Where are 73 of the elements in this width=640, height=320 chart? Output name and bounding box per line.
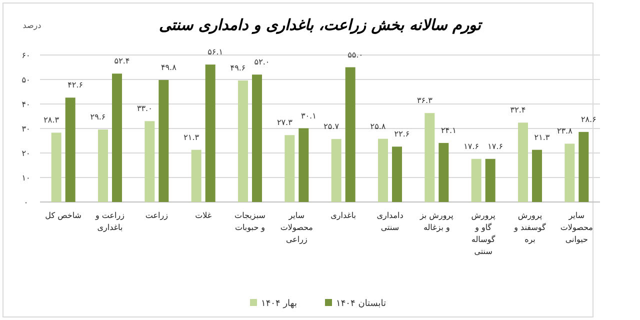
legend-entry: تابستان ۱۴۰۴: [325, 299, 386, 309]
y-tick-label: ۵۰: [22, 76, 30, 84]
data-label: ۲۸.۶: [580, 114, 596, 124]
bar: [438, 142, 449, 202]
bar: [205, 64, 216, 202]
data-label: ۵۲.۰: [254, 58, 270, 67]
x-tick-label: دامداری سنتی: [376, 211, 404, 232]
bar: [51, 132, 62, 202]
data-label: ۵۲.۴: [114, 56, 130, 66]
data-label: ۲۱.۳: [184, 132, 200, 142]
data-label: ۴۲.۶: [68, 80, 84, 90]
data-label: ۲۸.۳: [44, 116, 60, 125]
data-label: ۱۷.۶: [488, 142, 504, 151]
x-tick-label: سایر محصولات حیوانی: [560, 211, 593, 244]
x-tick-label: پرورش گاو و گوساله سنتی: [471, 211, 496, 256]
bar: [564, 144, 575, 202]
x-tick-label: زراعت و باغداری: [94, 211, 125, 232]
legend-entry: بهار ۱۴۰۴: [250, 299, 297, 309]
y-tick-label: ۲۰: [22, 149, 30, 158]
bar: [471, 158, 482, 202]
data-label: ۲۱.۳: [534, 132, 550, 142]
bar: [518, 122, 528, 202]
data-label: ۴۹.۸: [160, 62, 178, 72]
bar: [378, 138, 388, 202]
y-tick-label: ۶۰: [22, 51, 30, 60]
bar: [578, 132, 589, 202]
bar: [98, 129, 108, 202]
data-label: ۲۵.۷: [324, 122, 340, 132]
bar: [144, 121, 155, 202]
data-label: ۲۵.۸: [370, 122, 386, 131]
bar: [424, 113, 435, 202]
data-label: ۲۲.۶: [394, 130, 410, 139]
legend-label: بهار ۱۴۰۴: [261, 299, 297, 309]
data-label: ۳۶.۳: [416, 96, 434, 106]
y-axis-title: درصد: [22, 21, 42, 30]
bar: [331, 139, 342, 202]
data-label: ۲۳.۸: [556, 126, 574, 136]
bar: [345, 67, 356, 202]
bar: [298, 128, 309, 202]
data-label: ۲۹.۶: [90, 112, 106, 122]
chart-title: تورم سالانه بخش زراعت، باغداری و دامداری سنتی: [159, 16, 483, 34]
y-tick-label: ۱۰: [22, 174, 30, 182]
x-tick-label: پرورش بز و بزغاله: [419, 211, 454, 232]
data-label: ۱۷.۶: [464, 142, 480, 151]
y-tick-label: ۴۰: [22, 100, 30, 109]
data-label: ۵۵.۰: [348, 50, 364, 60]
bar: [238, 80, 248, 202]
y-tick-label: ۳۰: [22, 124, 30, 134]
bar: [532, 150, 542, 202]
bar: [485, 158, 496, 202]
x-tick-label: پرورش گوسفند و بره: [513, 211, 546, 244]
data-label: ۴۹.۶: [230, 63, 246, 72]
data-label: ۲۷.۳: [276, 118, 294, 128]
x-tick-label: باغداری: [330, 211, 356, 220]
bar: [252, 74, 262, 202]
bar: [392, 146, 402, 202]
data-label: ۵۶.۱: [208, 48, 224, 57]
x-tick-label: سبزیجات و حبوبات: [234, 211, 266, 232]
bar: [112, 74, 122, 202]
data-label: ۳۲.۴: [510, 106, 526, 115]
x-tick-label: سایر محصولات زراعی: [280, 211, 313, 244]
data-label: ۳۰.۱: [300, 111, 316, 120]
legend-label: تابستان ۱۴۰۴: [336, 299, 387, 309]
data-label: ۳۳.۰: [136, 104, 152, 114]
x-tick-label: غلات: [195, 211, 212, 220]
x-tick-label: زراعت: [145, 211, 168, 220]
y-tick-label: ۰: [24, 198, 28, 207]
x-tick-label: شاخص کل: [45, 211, 82, 220]
bar: [284, 135, 295, 202]
data-label: ۲۴.۱: [440, 126, 456, 135]
bar: [65, 98, 76, 202]
bar: [158, 80, 169, 202]
bar: [191, 150, 202, 202]
